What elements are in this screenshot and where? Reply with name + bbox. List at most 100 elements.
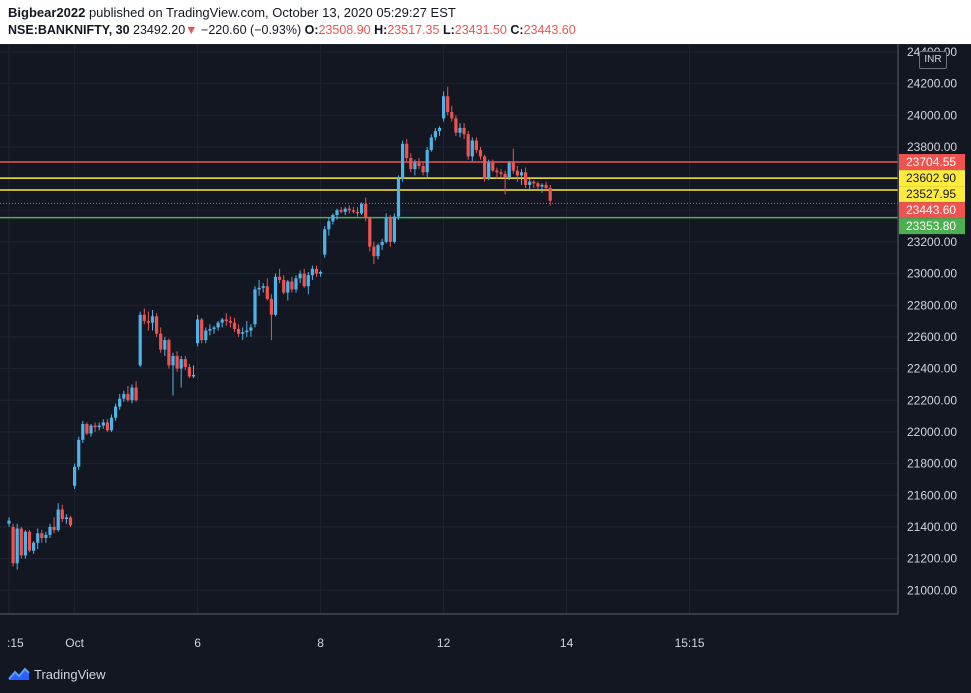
candle-body (396, 178, 401, 217)
candle (105, 419, 109, 432)
candle (540, 183, 544, 193)
price-level-badge-bg (899, 170, 965, 187)
price-level-badge[interactable]: 23443.60 (899, 202, 965, 219)
candle-body (273, 276, 278, 315)
candle (146, 311, 150, 331)
candle (487, 159, 491, 181)
time-axis[interactable]: :15 Oct 6 8 12 14 15:15 (7, 636, 705, 650)
candle-body (380, 241, 384, 246)
candle (159, 327, 163, 353)
candle (249, 324, 253, 337)
candle-body (249, 327, 253, 331)
candle-body (487, 162, 491, 179)
candle-body (175, 355, 179, 369)
price-chart[interactable]: 21000.00 21200.00 21400.00 21600.00 21800.00… (0, 44, 971, 658)
candle-body (278, 276, 282, 280)
price-axis[interactable]: 21000.00 21200.00 21400.00 21600.00 21800.00… (907, 45, 957, 597)
candle-body (114, 406, 118, 418)
candle (429, 134, 433, 152)
price-level-badge[interactable]: 23353.80 (899, 218, 965, 235)
candle-body (310, 268, 314, 276)
candle (511, 148, 515, 174)
candle (294, 275, 298, 293)
candle-body (388, 218, 392, 242)
candle (483, 154, 487, 182)
author-name[interactable]: Bigbear2022 (8, 5, 86, 20)
candle-body (85, 424, 89, 434)
candle (507, 161, 511, 181)
candle (310, 265, 314, 280)
currency-badge[interactable]: INR (919, 51, 947, 69)
candle (204, 327, 208, 344)
candle-body (52, 526, 56, 531)
candle (150, 310, 155, 331)
candle (470, 137, 474, 162)
candle-body (15, 528, 19, 564)
price-level-badge[interactable]: 23704.55 (899, 154, 965, 171)
candle-body (40, 533, 44, 538)
candle (175, 351, 179, 372)
candle-body (19, 528, 23, 556)
candle-body (515, 170, 519, 176)
candle (200, 317, 204, 344)
candle (355, 207, 360, 217)
candle-body (89, 425, 93, 434)
candle (114, 403, 118, 421)
price-level-badge-bg (899, 202, 965, 219)
candle-body (212, 327, 216, 329)
candle-body (23, 531, 27, 556)
candle (261, 283, 265, 293)
tradingview-logo-icon[interactable] (8, 666, 30, 682)
candle-body (122, 393, 126, 399)
candle-body (159, 333, 163, 350)
candle (343, 207, 347, 215)
candle (56, 503, 60, 532)
candle-body (118, 398, 122, 407)
candle-body (48, 526, 52, 535)
candle (19, 526, 23, 559)
candle-body (355, 211, 360, 214)
candle (179, 355, 183, 388)
candle-body (351, 210, 355, 212)
candle-body (466, 134, 470, 157)
candle-body (204, 330, 208, 341)
candle (360, 202, 364, 215)
candle (273, 273, 278, 317)
candle-body (11, 526, 15, 564)
candle-body (335, 210, 339, 215)
tradingview-brand[interactable]: TradingView (34, 667, 106, 682)
time-tick-label: 14 (560, 636, 574, 650)
candle-body (302, 273, 306, 287)
candle (503, 170, 507, 195)
candle (138, 311, 142, 367)
candle-body (478, 150, 483, 157)
candle-body (368, 218, 372, 247)
price-level-badge-label: 23443.60 (906, 203, 956, 217)
candle-body (155, 316, 159, 334)
candle-body (224, 319, 228, 322)
candle-body (425, 150, 429, 173)
price-level-badge[interactable]: 23602.90 (899, 170, 965, 187)
candle (155, 313, 159, 337)
candle (269, 294, 273, 341)
candle (462, 123, 466, 139)
candle-body (68, 517, 73, 526)
close-label: C: (510, 23, 524, 37)
candle (64, 514, 68, 524)
candle (302, 268, 306, 288)
price-tick-label: 21800.00 (907, 457, 957, 471)
candle (314, 265, 319, 277)
candle (187, 363, 191, 379)
candle-body (364, 203, 368, 219)
candle-body (511, 162, 515, 171)
candle-body (257, 287, 261, 290)
candle (191, 365, 196, 379)
candle-body (32, 542, 36, 551)
price-tick-label: 24200.00 (907, 77, 957, 91)
candle (466, 131, 470, 160)
candle-body (298, 273, 302, 279)
candle (7, 517, 11, 527)
price-level-badge[interactable]: 23527.95 (899, 186, 965, 203)
price-level-badge-label: 23353.80 (906, 219, 956, 233)
candle (376, 243, 380, 260)
